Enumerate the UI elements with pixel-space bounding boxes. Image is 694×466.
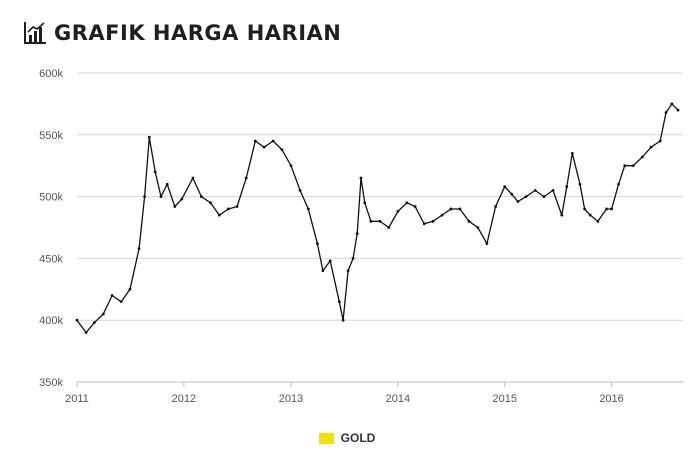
data-point [565,185,569,189]
legend-swatch [318,432,334,444]
data-point [431,219,435,223]
x-tick-label: 2012 [172,393,196,405]
data-point [200,195,203,199]
x-tick-label: 2014 [386,393,410,405]
data-point [560,213,564,217]
data-point [110,294,114,297]
chart-header: GRAFIK HARGA HARIAN [22,18,341,48]
data-point [533,189,537,192]
data-point [226,207,230,211]
data-point [75,318,79,322]
x-tick-label: 2013 [279,393,303,405]
x-tick-label: 2011 [65,393,89,405]
data-point [328,259,332,263]
data-point [476,226,480,229]
data-point [605,207,608,211]
data-point [578,182,582,186]
data-point [217,213,221,217]
data-point [551,189,555,192]
data-point [670,102,674,106]
data-point [235,205,239,208]
data-point [209,201,212,205]
data-point [440,213,444,217]
chart-title: GRAFIK HARGA HARIAN [54,21,342,45]
y-tick-label: 500k [39,192,63,204]
y-tick-label: 550k [39,130,63,142]
data-point [262,145,266,149]
data-point [494,205,498,208]
data-point [359,176,363,180]
data-point [649,145,653,149]
legend[interactable]: GOLD [0,431,694,445]
data-point [321,269,325,273]
data-point [159,195,163,199]
data-point [289,164,293,168]
data-point [449,207,453,211]
series-line-gold [76,103,679,334]
data-point [610,207,613,211]
bar-chart-icon [24,22,46,44]
legend-label: GOLD [340,431,376,445]
data-point [363,201,367,205]
data-point [191,176,195,180]
y-tick-label: 450k [39,253,63,265]
data-point [524,195,528,199]
data-point [173,205,177,208]
data-point [253,139,257,143]
data-point [458,207,462,211]
data-point [84,331,88,334]
data-point [351,257,355,260]
data-point [387,226,391,229]
data-point [596,219,600,223]
data-point [280,148,284,152]
data-point [153,170,157,174]
data-point [298,189,302,192]
data-point [369,219,373,223]
data-point [467,219,471,223]
data-point [306,207,310,211]
data-point [143,195,147,199]
data-point [180,197,184,201]
data-point [101,312,105,316]
data-point [485,242,489,245]
data-point [341,318,345,322]
y-tick-label: 600k [39,68,63,80]
x-tick-label: 2016 [599,393,623,405]
data-point [315,242,319,245]
data-point [271,139,275,143]
data-point [640,155,644,159]
data-point [503,185,507,189]
data-point [147,135,151,139]
y-tick-label: 400k [39,315,63,327]
data-point [617,182,620,186]
data-point [510,192,514,196]
y-tick-label: 350k [39,377,63,389]
data-point [337,300,341,304]
x-tick-label: 2015 [492,393,516,405]
data-point [631,164,635,168]
data-point [623,164,627,168]
data-point [583,207,587,211]
data-point [516,200,520,203]
data-point [570,151,574,155]
data-point [588,213,592,217]
data-point [137,247,141,250]
data-point [413,205,417,208]
data-point [422,222,426,226]
data-point [355,232,359,236]
data-point [658,139,662,143]
data-point [676,108,680,112]
data-point [119,300,123,304]
data-point [542,195,546,199]
data-point [405,201,409,205]
data-point [244,176,248,180]
data-point [346,269,350,273]
data-point [165,182,169,186]
data-point [664,111,668,114]
data-point [128,287,132,291]
data-point [378,219,382,223]
data-point [396,210,400,213]
data-point [92,321,96,325]
